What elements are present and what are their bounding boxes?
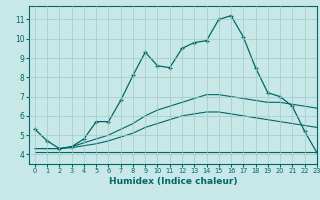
- X-axis label: Humidex (Indice chaleur): Humidex (Indice chaleur): [108, 177, 237, 186]
